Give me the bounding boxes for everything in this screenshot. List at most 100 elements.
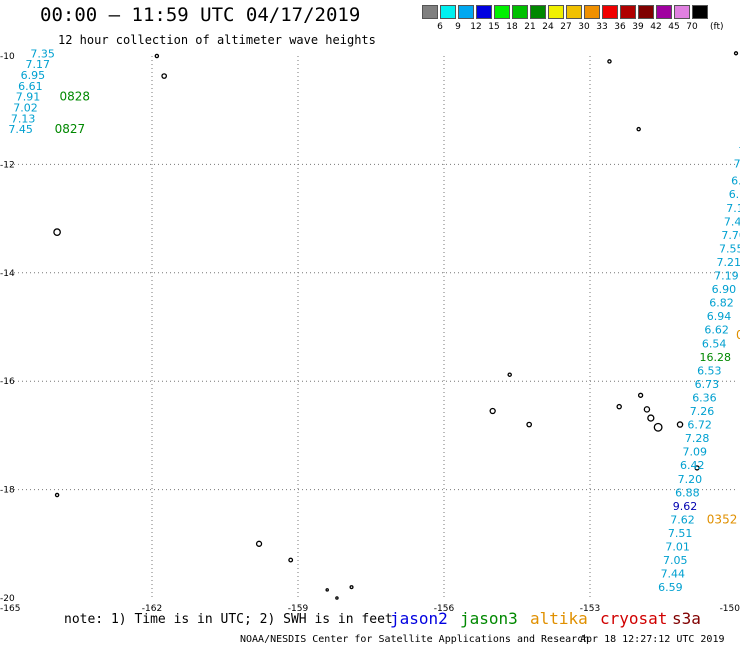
scale-swatch [674,5,690,19]
island-outline [526,421,533,428]
scale-unit: (ft) [710,22,724,32]
scale-swatch [530,5,546,19]
page-title: 00:00 — 11:59 UTC 04/17/2019 [40,4,361,26]
satellite-s3a: s3a [672,609,701,628]
lon-tick-label: -159 [288,604,309,614]
wave-height-label: 6.95 [21,69,45,82]
scale-label: 15 [488,22,500,32]
wave-height-label: 7.51 [668,527,693,540]
pass-time-label: 0352 [707,512,738,526]
wave-height-label: 16.28 [700,351,732,364]
island-outline [647,414,655,422]
island-outline [616,403,622,410]
wave-height-label: 6.53 [697,364,722,377]
satellite-jason3: jason3 [460,609,518,628]
lon-tick-label: -165 [0,604,20,614]
wave-height-label: 7.01 [665,541,690,554]
lat-tick-label: -20 [0,594,15,604]
wave-height-label: 9.62 [673,500,698,513]
wave-height-label: 7.05 [663,554,688,567]
lon-tick-label: -153 [580,604,600,614]
axis-ticks: -165 -162 -159 -156 -153 -150 -10 -12 -14 -16 -18 -… [0,52,740,614]
island-outline [54,492,60,498]
pass-time-label: 0827 [55,122,86,136]
scale-label: 33 [596,22,608,32]
wave-height-label: 7.26 [690,405,715,418]
island-outline [161,73,168,79]
lat-tick-label: -12 [0,160,15,170]
wave-height-label: 6.36 [692,391,717,404]
island-outline [733,51,739,56]
wave-height-label: 6.90 [712,283,737,296]
satellite-cryosat: cryosat [600,609,668,628]
wave-height-label: 7.19 [714,270,739,283]
wave-height-label: 7.21 [717,256,740,269]
scale-label: 70 [686,22,698,32]
scale-swatch [692,5,708,19]
wave-height-label: 6.54 [702,337,727,350]
scale-label: 27 [560,22,572,32]
island-outline [53,228,61,236]
scale-label: 30 [578,22,590,32]
wave-height-label: 7.17 [25,58,50,71]
wave-height-label: 7.20 [678,473,703,486]
lat-tick-label: -16 [0,377,15,387]
wave-height-label: 7.62 [670,513,695,526]
credit-line: NOAA/NESDIS Center for Satellite Applica… [240,634,590,645]
wave-height-label: 6. [731,175,740,188]
scale-label: 9 [455,22,461,32]
left-track-labels: 7.357.176.956.617.917.027.137.45 0828 0827 [8,47,90,136]
wave-height-label: 7.44 [661,568,686,581]
wave-height-label: 6.94 [707,310,732,323]
satellite-altika: altika [530,609,588,628]
scale-swatch [422,5,438,19]
island-outline [255,540,263,547]
island-outline [637,392,644,398]
scale-label: 36 [614,22,626,32]
wave-height-label: 6.59 [658,581,683,594]
scale-label: 42 [650,22,662,32]
scale-swatch [512,5,528,19]
scale-label: 45 [668,22,680,32]
wave-height-label: 7.70 [721,229,740,242]
wave-height-label: 6. [729,188,740,201]
scale-swatch [656,5,672,19]
scale-swatch [638,5,654,19]
scale-swatch [458,5,474,19]
lon-tick-label: -162 [142,604,162,614]
scale-label: 12 [470,22,482,32]
island-outline [335,596,339,600]
island-outline [643,406,651,413]
scale-label: 39 [632,22,644,32]
islands [53,51,739,600]
scale-swatch [494,5,510,19]
footer-note: note: 1) Time is in UTC; 2) SWH is in fe… [64,612,393,627]
graticule [6,56,736,598]
scale-label: 24 [542,22,554,32]
wave-height-label: 6.61 [18,80,42,93]
scale-swatch [440,5,456,19]
wave-height-label: 7.55 [719,242,740,255]
island-outline [653,422,663,432]
wave-height-label: 7 [738,145,740,158]
lon-tick-label: -150 [720,604,740,614]
island-outline [676,421,684,428]
scale-swatch [620,5,636,19]
wave-height-label: 7.02 [13,101,38,114]
lon-tick-label: -156 [434,604,455,614]
scale-swatch [566,5,582,19]
scale-swatch [476,5,492,19]
scale-swatch [584,5,600,19]
wave-height-label: 7.4 [724,215,740,228]
island-outline [636,126,641,132]
scale-swatch [602,5,618,19]
wave-height-label: 6.82 [709,297,734,310]
island-outline [607,59,612,64]
wave-height-label: 6.62 [704,324,729,337]
generated-timestamp: Apr 18 12:27:12 UTC 2019 [580,634,725,645]
wave-height-label: 7.91 [16,91,41,104]
lat-tick-label: -18 [0,486,15,496]
island-outline [325,588,329,592]
wave-height-label: 6.73 [695,378,720,391]
